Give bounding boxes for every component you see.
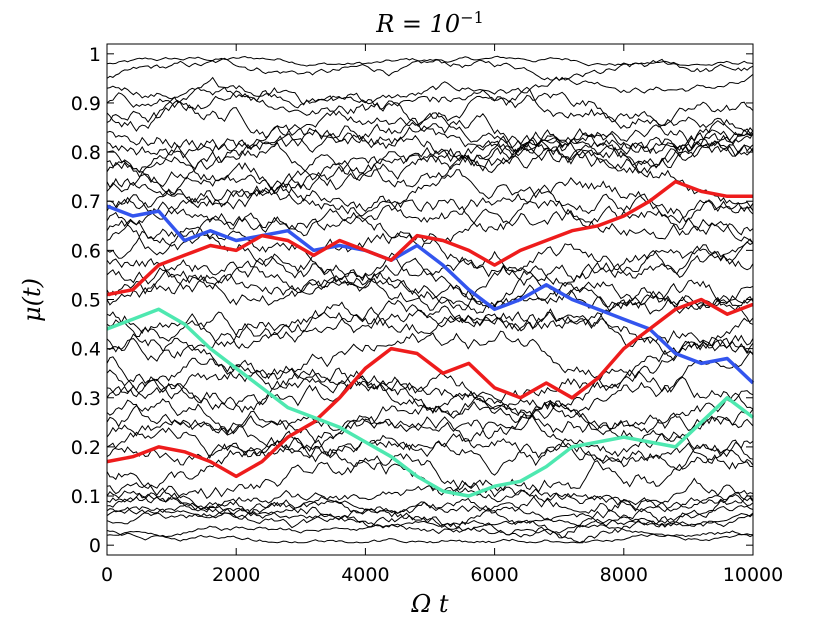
background-trajectory [106, 359, 754, 472]
background-trajectory [106, 192, 754, 244]
highlighted-trajectory-3 [106, 297, 754, 479]
background-trajectory [106, 243, 754, 296]
y-tick-label: 0.4 [71, 339, 101, 361]
highlighted-trajectory-1 [106, 204, 755, 385]
background-trajectory [106, 398, 754, 476]
highlighted-trajectory-2 [106, 179, 753, 297]
background-trajectory [106, 99, 754, 174]
x-tick-label: 6000 [470, 564, 518, 586]
background-trajectory [106, 117, 754, 188]
background-trajectory [106, 376, 754, 438]
background-trajectory [106, 128, 754, 193]
background-trajectory [106, 137, 754, 210]
highlighted-trajectories [106, 179, 755, 498]
background-trajectory [106, 76, 754, 148]
x-tick-label: 4000 [341, 564, 389, 586]
background-trajectory [106, 392, 754, 466]
x-axis-label: Ω t [410, 590, 449, 618]
background-trajectory [106, 135, 754, 206]
background-trajectory [106, 508, 754, 538]
highlighted-trajectory-4 [106, 307, 755, 498]
background-trajectory [106, 188, 754, 237]
background-trajectory [106, 484, 754, 519]
background-trajectory [106, 125, 754, 174]
background-trajectory [106, 226, 754, 287]
y-tick-label: 0.9 [71, 93, 101, 115]
y-tick-label: 0.1 [71, 486, 101, 508]
background-trajectory [106, 519, 754, 541]
background-trajectory [106, 500, 754, 528]
background-trajectory [106, 265, 754, 315]
chart-title: R = 10−1 [375, 8, 484, 38]
background-trajectory [106, 87, 754, 132]
background-trajectory [106, 187, 754, 243]
y-tick-label: 0.3 [71, 388, 101, 410]
background-trajectory [106, 169, 754, 236]
y-tick-label: 0.2 [71, 437, 101, 459]
x-tick-label: 0 [101, 564, 113, 586]
background-trajectory [106, 260, 754, 314]
background-trajectory [106, 299, 754, 362]
background-trajectory [106, 279, 754, 342]
background-trajectory [106, 317, 754, 383]
background-trajectory [106, 339, 754, 414]
background-trajectory [106, 530, 753, 544]
y-tick-label: 0.8 [71, 142, 101, 164]
y-tick-label: 0.6 [71, 240, 101, 262]
background-trajectory [106, 255, 754, 314]
background-trajectories [106, 55, 754, 544]
background-trajectory [106, 489, 754, 514]
y-axis-label: μ(t) [18, 278, 46, 322]
y-axis: 0 0.1 0.2 0.3 0.4 0.5 0.6 0.7 0.8 0.9 1 [71, 44, 753, 557]
y-tick-label: 0.5 [71, 290, 101, 312]
background-trajectory [106, 86, 754, 154]
y-tick-label: 1 [89, 44, 101, 66]
x-axis: 0 2000 4000 6000 8000 10000 [101, 44, 783, 586]
title-text: R = 10−1 [375, 8, 484, 38]
background-trajectory [106, 57, 754, 94]
x-tick-label: 2000 [212, 564, 260, 586]
background-trajectory [106, 58, 754, 109]
background-trajectory [106, 391, 754, 459]
background-trajectory [106, 126, 754, 195]
y-tick-label: 0 [89, 535, 101, 557]
background-trajectory [106, 306, 754, 356]
y-tick-label: 0.7 [71, 191, 101, 213]
x-tick-label: 8000 [600, 564, 648, 586]
title-exponent: −1 [460, 8, 484, 27]
plot-area [106, 43, 755, 556]
x-tick-label: 10000 [723, 564, 783, 586]
background-trajectory [106, 453, 754, 514]
background-trajectory [106, 55, 754, 67]
